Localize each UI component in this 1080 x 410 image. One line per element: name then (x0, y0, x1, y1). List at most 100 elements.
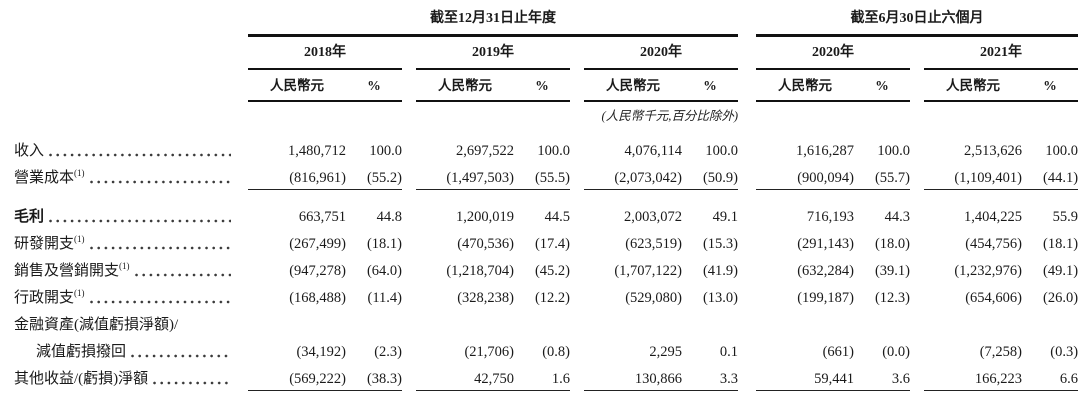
amount-cell: 130,866 (584, 362, 682, 391)
footnote-ref: (1) (119, 261, 130, 271)
percent-cell: 100.0 (369, 143, 402, 159)
percent-header: % (682, 78, 738, 102)
percent-cell: 44.3 (884, 209, 910, 225)
percent-cell: (18.1) (1042, 236, 1079, 252)
percent-header: % (854, 78, 910, 102)
period-group-annual: 截至12月31日止年度 (248, 6, 738, 37)
amount-cell: (328,238) (457, 290, 514, 306)
dot-leader (48, 218, 231, 224)
dot-leader (130, 353, 231, 359)
percent-cell: (17.4) (534, 236, 570, 252)
row-label: 銷售及營銷開支(1) (2, 254, 234, 281)
financial-statement-page: 截至12月31日止年度 截至6月30日止六個月 2018年 2019年 2020… (0, 6, 1080, 391)
percent-cell: (0.8) (542, 344, 570, 360)
amount-cell: (2,073,042) (584, 161, 682, 190)
amount-cell: 4,076,114 (624, 143, 682, 159)
currency-header: 人民幣元 (248, 78, 346, 102)
percent-cell: 3.6 (854, 362, 910, 391)
amount-cell: 663,751 (298, 209, 346, 225)
amount-cell: (470,536) (457, 236, 514, 252)
amount-cell: (21,706) (464, 344, 514, 360)
currency-header: 人民幣元 (756, 78, 854, 102)
amount-cell: 1,480,712 (288, 143, 346, 159)
percent-cell: 44.5 (544, 209, 570, 225)
amount-cell: (1,232,976) (954, 263, 1022, 279)
footnote-ref: (1) (74, 168, 85, 178)
percent-header: % (346, 78, 402, 102)
table-row: 其他收益/(虧損)淨額 (569,222) (38.3) 42,750 1.6 130,8… (2, 362, 1079, 391)
table-row: 銷售及營銷開支(1) (947,278) (64.0) (1,218,704) (45.… (2, 254, 1078, 281)
percent-cell: (44.1) (1022, 161, 1079, 190)
dot-leader (88, 179, 231, 185)
currency-header: 人民幣元 (924, 78, 1022, 102)
table-row: 收入 1,480,712 100.0 2,697,522 100.0 4,076,114 1… (2, 124, 1078, 161)
percent-cell: (64.0) (366, 263, 402, 279)
amount-cell: 2,003,072 (624, 209, 682, 225)
table-row: 營業成本(1) (816,961) (55.2) (1,497,503) (55.5) (… (2, 161, 1079, 190)
dot-leader (88, 245, 231, 251)
amount-cell: 166,223 (924, 362, 1022, 391)
currency-header: 人民幣元 (416, 78, 514, 102)
amount-cell: 1,200,019 (456, 209, 514, 225)
percent-cell: 100.0 (705, 143, 738, 159)
table-row: 毛利 663,751 44.8 1,200,019 44.5 2,003,072 49.1 7… (2, 190, 1078, 227)
period-group-row: 截至12月31日止年度 截至6月30日止六個月 (2, 6, 1079, 37)
financial-table: 截至12月31日止年度 截至6月30日止六個月 2018年 2019年 2020… (2, 6, 1079, 391)
year-header-2019: 2019年 (416, 45, 570, 70)
percent-cell: (18.1) (366, 236, 402, 252)
amount-cell: (654,606) (965, 290, 1022, 306)
amount-cell: (1,109,401) (924, 161, 1022, 190)
amount-cell: (1,707,122) (614, 263, 682, 279)
amount-cell: 2,697,522 (456, 143, 514, 159)
percent-cell: (26.0) (1042, 290, 1079, 306)
amount-cell: 59,441 (756, 362, 854, 391)
percent-cell: (12.3) (874, 290, 910, 306)
percent-cell: (11.4) (367, 290, 403, 306)
percent-cell: (39.1) (874, 263, 910, 279)
footnote-ref: (1) (74, 288, 85, 298)
row-label: 毛利 (2, 190, 234, 227)
dot-leader (133, 272, 231, 278)
amount-cell: (1,218,704) (446, 263, 514, 279)
percent-cell: (0.3) (1050, 344, 1079, 360)
footnote-ref: (1) (74, 234, 85, 244)
percent-cell: (38.3) (346, 362, 402, 391)
amount-cell: 1,616,287 (796, 143, 854, 159)
amount-cell: (632,284) (797, 263, 854, 279)
year-header-2018: 2018年 (248, 45, 402, 70)
percent-cell: (55.5) (514, 161, 570, 190)
amount-cell: (623,519) (625, 236, 682, 252)
currency-header: 人民幣元 (584, 78, 682, 102)
amount-cell: (900,094) (756, 161, 854, 190)
amount-cell: (816,961) (248, 161, 346, 190)
amount-cell: 2,295 (649, 344, 682, 360)
percent-header: % (1022, 78, 1079, 102)
percent-cell: (55.7) (854, 161, 910, 190)
row-label: 收入 (2, 124, 234, 161)
year-header-row: 2018年 2019年 2020年 2020年 2021年 (2, 37, 1079, 70)
row-label: 其他收益/(虧損)淨額 (2, 362, 234, 389)
amount-cell: (661) (822, 344, 854, 360)
row-label: 金融資產(減值虧損淨額)/ (14, 317, 179, 333)
amount-cell: (267,499) (289, 236, 346, 252)
dot-leader (152, 380, 231, 386)
year-header-2020: 2020年 (584, 45, 738, 70)
percent-cell: 49.1 (712, 209, 738, 225)
percent-cell: (2.3) (374, 344, 402, 360)
amount-cell: (168,488) (289, 290, 346, 306)
percent-cell: 1.6 (514, 362, 570, 391)
percent-cell: 55.9 (1052, 209, 1079, 225)
dot-leader (88, 299, 231, 305)
percent-cell: 44.8 (376, 209, 402, 225)
amount-cell: (454,756) (965, 236, 1022, 252)
row-label: 營業成本(1) (2, 161, 234, 188)
period-group-interim: 截至6月30日止六個月 (756, 6, 1079, 37)
table-row: 行政開支(1) (168,488) (11.4) (328,238) (12.2) (52… (2, 281, 1078, 308)
percent-header: % (514, 78, 570, 102)
percent-cell: (50.9) (682, 161, 738, 190)
row-label: 研發開支(1) (2, 227, 234, 254)
amount-cell: (947,278) (289, 263, 346, 279)
percent-cell: (15.3) (702, 236, 738, 252)
amount-cell: 1,404,225 (964, 209, 1022, 225)
row-label: 行政開支(1) (2, 281, 234, 308)
